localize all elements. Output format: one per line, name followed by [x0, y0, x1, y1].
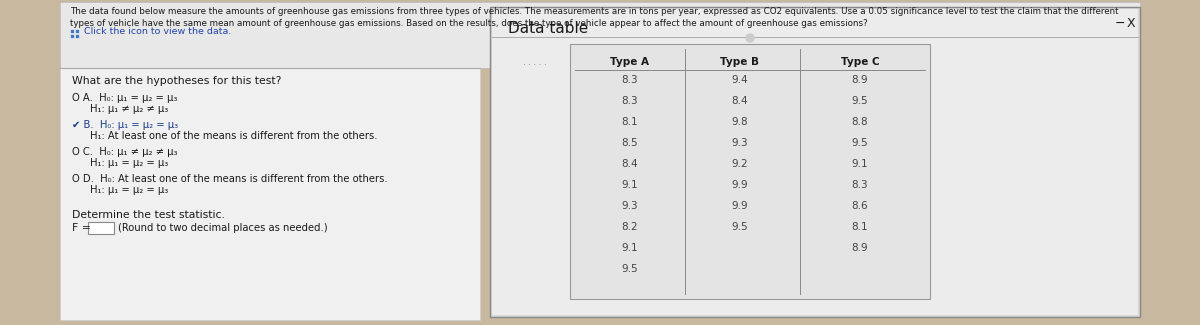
Text: 8.8: 8.8 — [852, 117, 869, 127]
Text: O D.  H₀: At least one of the means is different from the others.: O D. H₀: At least one of the means is di… — [72, 174, 388, 184]
Text: −: − — [1115, 17, 1126, 30]
FancyBboxPatch shape — [70, 29, 74, 33]
Text: 9.9: 9.9 — [732, 201, 749, 211]
Text: H₁: μ₁ = μ₂ = μ₃: H₁: μ₁ = μ₂ = μ₃ — [90, 158, 168, 168]
FancyBboxPatch shape — [70, 34, 74, 38]
Text: Type B: Type B — [720, 57, 760, 67]
Text: 8.4: 8.4 — [622, 159, 638, 169]
Text: 9.5: 9.5 — [852, 138, 869, 148]
Text: O A.  H₀: μ₁ = μ₂ = μ₃: O A. H₀: μ₁ = μ₂ = μ₃ — [72, 93, 178, 103]
Text: 8.3: 8.3 — [622, 96, 638, 106]
FancyBboxPatch shape — [74, 34, 79, 38]
Text: 9.2: 9.2 — [732, 159, 749, 169]
Text: X: X — [1127, 17, 1135, 30]
Text: Type C: Type C — [841, 57, 880, 67]
FancyBboxPatch shape — [74, 29, 79, 33]
Text: 8.9: 8.9 — [852, 243, 869, 253]
Circle shape — [746, 34, 754, 42]
Text: 8.1: 8.1 — [622, 117, 638, 127]
FancyBboxPatch shape — [60, 68, 480, 320]
Text: Determine the test statistic.: Determine the test statistic. — [72, 210, 224, 220]
Text: Click the icon to view the data.: Click the icon to view the data. — [84, 28, 232, 36]
Text: 8.6: 8.6 — [852, 201, 869, 211]
Text: ✔ B.  H₀: μ₁ = μ₂ = μ₃: ✔ B. H₀: μ₁ = μ₂ = μ₃ — [72, 120, 178, 130]
Text: 8.4: 8.4 — [732, 96, 749, 106]
Text: F =: F = — [72, 223, 91, 233]
Text: 9.5: 9.5 — [732, 222, 749, 232]
Text: 9.3: 9.3 — [732, 138, 749, 148]
FancyBboxPatch shape — [88, 222, 114, 234]
Text: H₁: μ₁ ≠ μ₂ ≠ μ₃: H₁: μ₁ ≠ μ₂ ≠ μ₃ — [90, 104, 168, 114]
Text: 9.8: 9.8 — [732, 117, 749, 127]
Text: 9.5: 9.5 — [622, 264, 638, 274]
Text: The data found below measure the amounts of greenhouse gas emissions from three : The data found below measure the amounts… — [70, 7, 1118, 16]
Text: 9.1: 9.1 — [622, 180, 638, 190]
Text: 8.1: 8.1 — [852, 222, 869, 232]
FancyBboxPatch shape — [490, 7, 1140, 317]
FancyBboxPatch shape — [570, 44, 930, 299]
Text: 8.2: 8.2 — [622, 222, 638, 232]
Text: H₁: At least one of the means is different from the others.: H₁: At least one of the means is differe… — [90, 131, 378, 141]
Text: 8.5: 8.5 — [622, 138, 638, 148]
FancyBboxPatch shape — [492, 9, 1138, 315]
Text: Data table: Data table — [508, 21, 588, 36]
Text: types of vehicle have the same mean amount of greenhouse gas emissions. Based on: types of vehicle have the same mean amou… — [70, 19, 868, 28]
Text: 9.1: 9.1 — [852, 159, 869, 169]
Text: What are the hypotheses for this test?: What are the hypotheses for this test? — [72, 76, 281, 86]
Text: 9.1: 9.1 — [622, 243, 638, 253]
Text: 8.9: 8.9 — [852, 75, 869, 85]
FancyBboxPatch shape — [503, 57, 568, 73]
Text: Type A: Type A — [611, 57, 649, 67]
Text: (Round to two decimal places as needed.): (Round to two decimal places as needed.) — [118, 223, 328, 233]
Text: 9.4: 9.4 — [732, 75, 749, 85]
Text: H₁: μ₁ = μ₂ = μ₃: H₁: μ₁ = μ₂ = μ₃ — [90, 185, 168, 195]
Text: 9.9: 9.9 — [732, 180, 749, 190]
Text: 9.3: 9.3 — [622, 201, 638, 211]
Text: O C.  H₀: μ₁ ≠ μ₂ ≠ μ₃: O C. H₀: μ₁ ≠ μ₂ ≠ μ₃ — [72, 147, 178, 157]
FancyBboxPatch shape — [60, 2, 1140, 68]
Text: 8.3: 8.3 — [622, 75, 638, 85]
Text: 8.3: 8.3 — [852, 180, 869, 190]
Text: 9.5: 9.5 — [852, 96, 869, 106]
Text: · · · · ·: · · · · · — [523, 60, 547, 70]
